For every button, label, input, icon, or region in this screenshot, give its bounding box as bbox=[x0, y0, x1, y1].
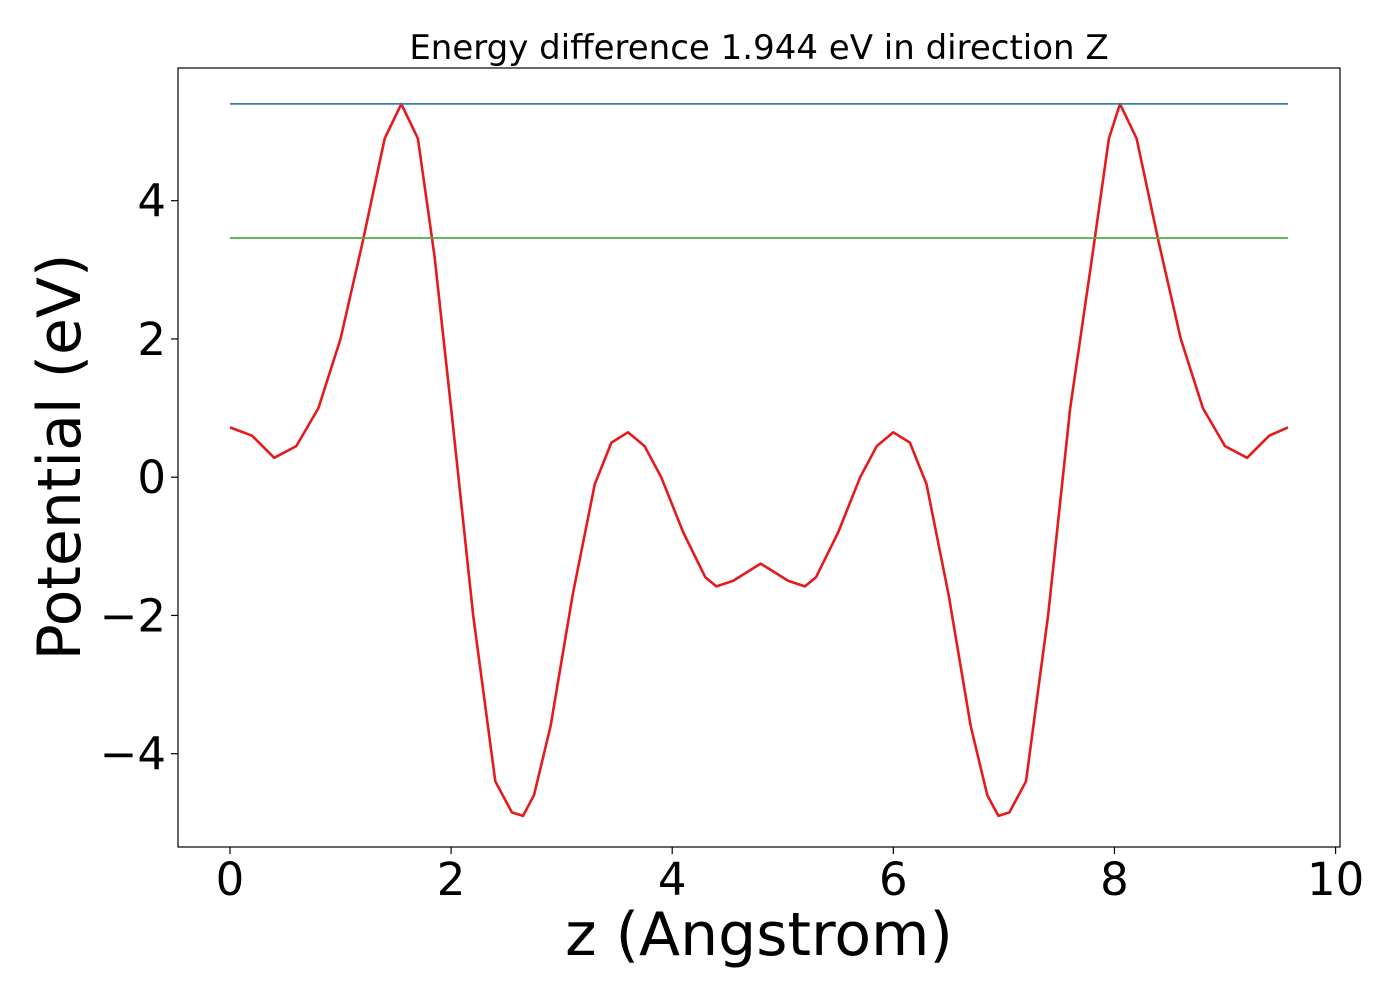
y-tick-label: −2 bbox=[100, 589, 166, 642]
plot-area bbox=[229, 102, 1289, 818]
y-axis-label: Potential (eV) bbox=[25, 254, 95, 661]
y-tick-label: −4 bbox=[100, 728, 166, 781]
x-tick-label: 10 bbox=[1307, 853, 1364, 906]
chart-title: Energy difference 1.944 eV in direction … bbox=[409, 28, 1108, 68]
x-tick-label: 4 bbox=[658, 853, 687, 906]
x-tick-label: 8 bbox=[1100, 853, 1129, 906]
x-tick-label: 6 bbox=[879, 853, 908, 906]
plot-frame bbox=[177, 67, 1341, 848]
x-axis-label: z (Angstrom) bbox=[565, 900, 953, 970]
x-tick-label: 2 bbox=[437, 853, 466, 906]
y-axis: −4 −2 0 2 4 bbox=[100, 175, 178, 781]
y-tick-label: 2 bbox=[137, 313, 166, 366]
y-tick-label: 0 bbox=[137, 451, 166, 504]
x-tick-label: 0 bbox=[216, 853, 245, 906]
x-axis: 0 2 4 6 8 10 bbox=[216, 847, 1364, 906]
series-line-potential bbox=[229, 102, 1289, 818]
y-tick-label: 4 bbox=[137, 175, 166, 228]
